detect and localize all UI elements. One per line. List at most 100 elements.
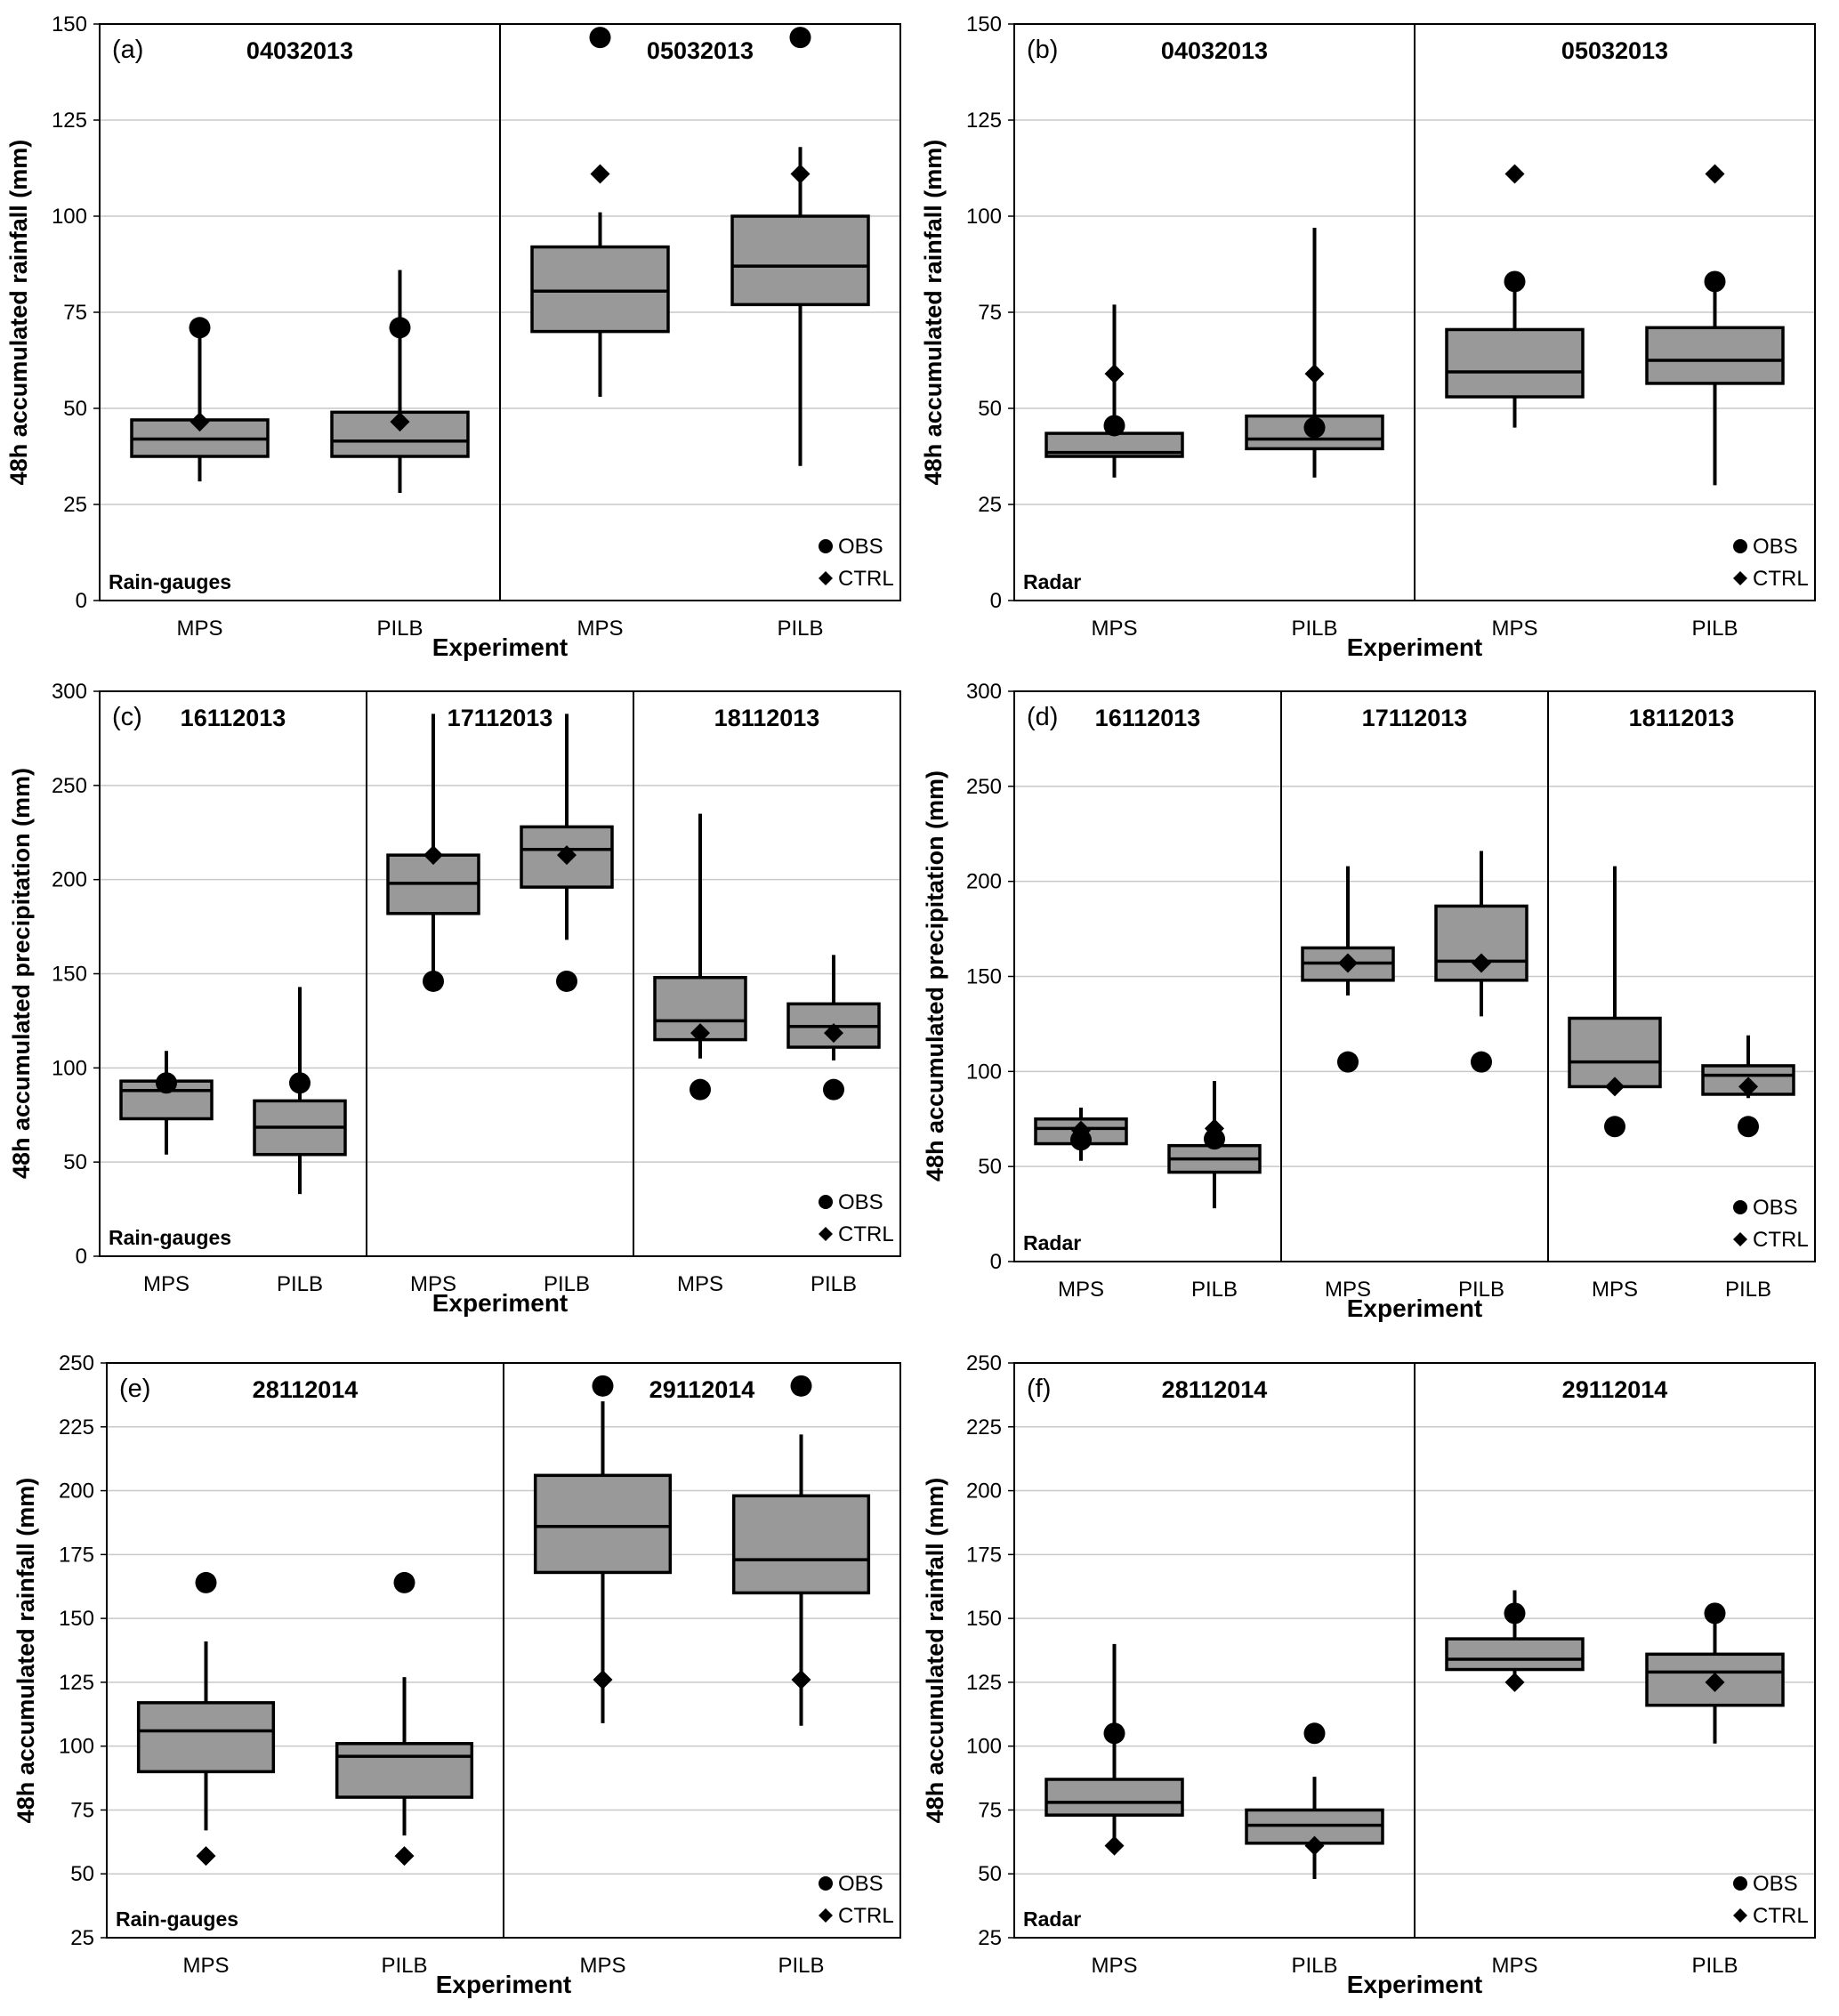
ctrl-marker xyxy=(1504,1672,1525,1692)
y-axis-title: 48h accumulated rainfall (mm) xyxy=(12,1478,39,1824)
panel-f: 25 50 75 100 125 150 175 200 225 250 28112014 MPS PI… xyxy=(922,1351,1816,1998)
legend-obs-marker xyxy=(1733,539,1747,553)
ctrl-marker xyxy=(423,845,443,866)
panel-a: 0 25 50 75 100 125 150 04032013 MPS PILB 05032013 M… xyxy=(5,12,901,661)
y-tick-label: 100 xyxy=(52,205,87,229)
y-tick-label: 150 xyxy=(59,1607,94,1631)
legend-ctrl-label: CTRL xyxy=(1753,567,1809,591)
y-tick-label: 150 xyxy=(966,965,1002,989)
legend-obs-label: OBS xyxy=(838,1190,883,1214)
source-label: Radar xyxy=(1023,1907,1081,1931)
ctrl-marker xyxy=(790,164,811,184)
ctrl-marker xyxy=(1605,1077,1625,1097)
y-tick-label: 50 xyxy=(978,1862,1002,1886)
legend-ctrl-label: CTRL xyxy=(838,567,894,591)
panel-label: (b) xyxy=(1027,36,1058,64)
y-tick-label: 100 xyxy=(52,1056,87,1080)
x-tick-label: MPS xyxy=(1325,1278,1371,1302)
legend-obs-label: OBS xyxy=(1753,1196,1798,1220)
source-label: Radar xyxy=(1023,1231,1081,1254)
y-tick-label: 250 xyxy=(966,1351,1002,1375)
legend-ctrl-label: CTRL xyxy=(1753,1904,1809,1928)
ctrl-marker xyxy=(1205,1118,1224,1139)
y-tick-label: 25 xyxy=(978,1926,1002,1950)
x-tick-label: PILB xyxy=(1458,1278,1504,1302)
group-date-label: 16112013 xyxy=(1095,705,1201,731)
panel-e: 25 50 75 100 125 150 175 200 225 250 28112014 MPS PI… xyxy=(12,1351,901,1998)
obs-marker xyxy=(1103,415,1125,437)
x-tick-label: MPS xyxy=(1091,617,1137,641)
x-tick-label: MPS xyxy=(1091,1954,1137,1978)
group-date-label: 17112013 xyxy=(1362,705,1468,731)
x-tick-label: PILB xyxy=(376,617,423,641)
group-date-label: 29112014 xyxy=(1562,1376,1668,1403)
ctrl-marker xyxy=(690,1023,710,1044)
obs-marker xyxy=(393,1571,415,1593)
legend-obs-marker xyxy=(1733,1200,1747,1214)
box xyxy=(1445,327,1585,399)
x-tick-label: MPS xyxy=(1491,1954,1537,1978)
source-label: Radar xyxy=(1023,570,1081,593)
y-axis-title: 48h accumulated rainfall (mm) xyxy=(922,1478,948,1824)
box xyxy=(1568,1016,1662,1089)
legend-obs-marker xyxy=(819,1195,833,1209)
y-tick-label: 225 xyxy=(59,1415,94,1439)
legend-obs-marker xyxy=(1733,1876,1747,1891)
x-tick-label: MPS xyxy=(1058,1278,1104,1302)
x-tick-label: MPS xyxy=(182,1954,229,1978)
obs-marker xyxy=(1704,1602,1726,1625)
plot-frame xyxy=(99,690,901,1257)
y-axis-title: 48h accumulated precipitation (mm) xyxy=(922,770,948,1181)
y-tick-label: 150 xyxy=(966,12,1002,36)
legend-ctrl-label: CTRL xyxy=(1753,1228,1809,1252)
y-tick-label: 100 xyxy=(966,1735,1002,1759)
x-tick-label: PILB xyxy=(1691,617,1738,641)
x-tick-label: MPS xyxy=(1592,1278,1638,1302)
legend-ctrl-marker xyxy=(819,1908,833,1923)
y-tick-label: 50 xyxy=(63,1150,87,1174)
legend-obs-label: OBS xyxy=(1753,1872,1798,1896)
ctrl-marker xyxy=(791,1670,811,1690)
group-date-label: 29112014 xyxy=(649,1376,755,1403)
y-tick-label: 75 xyxy=(63,301,87,325)
y-tick-label: 50 xyxy=(70,1862,94,1886)
obs-marker xyxy=(1738,1116,1759,1138)
obs-marker xyxy=(195,1571,217,1593)
obs-marker xyxy=(1604,1116,1625,1138)
x-tick-label: PILB xyxy=(777,617,823,641)
x-tick-label: MPS xyxy=(677,1272,723,1296)
y-tick-label: 0 xyxy=(76,1245,87,1269)
panel-b: 0 25 50 75 100 125 150 04032013 MPS PILB 05032013 M… xyxy=(920,12,1816,661)
group-date-label: 28112014 xyxy=(253,1376,359,1403)
y-tick-label: 300 xyxy=(52,680,87,704)
obs-marker xyxy=(1303,1722,1326,1745)
legend-obs-label: OBS xyxy=(838,1872,883,1896)
legend-ctrl-label: CTRL xyxy=(838,1904,894,1928)
x-tick-label: MPS xyxy=(577,617,623,641)
y-axis-title: 48h accumulated rainfall (mm) xyxy=(920,140,947,486)
x-tick-label: PILB xyxy=(1291,617,1337,641)
group-date-label: 18112013 xyxy=(1629,705,1735,731)
ctrl-marker xyxy=(394,1846,415,1867)
ctrl-marker xyxy=(593,1670,613,1690)
ctrl-marker xyxy=(190,412,210,432)
ctrl-marker xyxy=(1338,953,1358,973)
ctrl-marker xyxy=(557,845,577,866)
legend-obs-label: OBS xyxy=(838,535,883,559)
legend-obs-label: OBS xyxy=(1753,535,1798,559)
obs-marker xyxy=(1204,1128,1225,1150)
plot-frame xyxy=(1013,690,1816,1262)
ctrl-marker xyxy=(1071,1120,1091,1141)
panel-c: 0 50 100 150 200 250 300 16112013 MPS PILB 1711201… xyxy=(8,680,901,1317)
obs-marker xyxy=(589,27,611,49)
legend-obs-marker xyxy=(819,1876,833,1891)
box xyxy=(1645,326,1785,385)
y-tick-label: 100 xyxy=(59,1735,94,1759)
y-tick-label: 175 xyxy=(966,1543,1002,1567)
obs-marker xyxy=(690,1078,711,1101)
group-date-label: 05032013 xyxy=(647,37,754,64)
box xyxy=(335,1742,474,1799)
x-tick-label: PILB xyxy=(544,1272,590,1296)
x-tick-label: PILB xyxy=(1691,1954,1738,1978)
